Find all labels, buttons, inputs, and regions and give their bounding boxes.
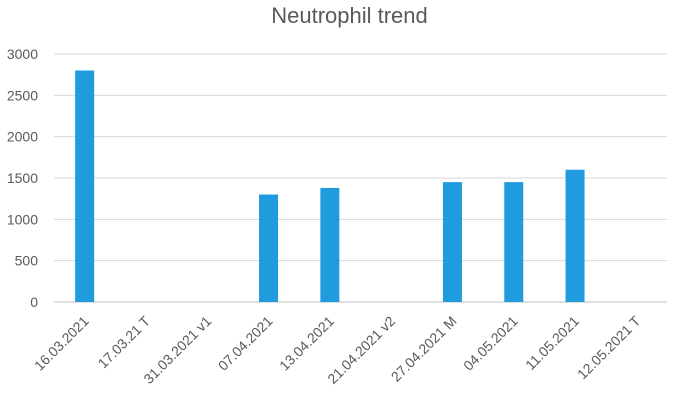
chart-title: Neutrophil trend xyxy=(271,3,428,28)
x-tick-label: 13.04.2021 xyxy=(276,313,337,374)
bar-8 xyxy=(504,182,524,302)
x-tick-label: 12.05.2021 T xyxy=(574,312,644,382)
y-tick-label: 500 xyxy=(15,253,39,269)
y-tick-label: 0 xyxy=(30,294,38,310)
x-tick-label: 11.05.2021 xyxy=(522,313,582,373)
bar-7 xyxy=(442,182,462,302)
bar-1 xyxy=(75,70,95,303)
y-tick-label: 1000 xyxy=(7,211,38,227)
bar-9 xyxy=(565,169,585,302)
y-tick-label: 1500 xyxy=(7,170,38,186)
gridlines xyxy=(54,53,667,303)
bars xyxy=(75,70,585,303)
bar-4 xyxy=(259,194,279,302)
y-tick-label: 3000 xyxy=(7,46,38,62)
x-tick-label: 07.04.2021 xyxy=(215,313,276,374)
x-tick-label: 16.03.2021 xyxy=(31,313,92,374)
y-axis-ticks: 0 500 1000 1500 2000 2500 3000 xyxy=(7,46,38,310)
x-tick-label: 17.03.21 T xyxy=(95,312,154,371)
y-tick-label: 2500 xyxy=(7,87,38,103)
x-axis-ticks: 16.03.2021 17.03.21 T31.03.2021 v1 07.04.2… xyxy=(31,312,644,386)
bar-5 xyxy=(320,187,340,302)
y-tick-label: 2000 xyxy=(7,129,38,145)
x-tick-label: 04.05.2021 xyxy=(460,313,521,374)
x-tick-label: 27.04.2021 M xyxy=(388,313,460,385)
